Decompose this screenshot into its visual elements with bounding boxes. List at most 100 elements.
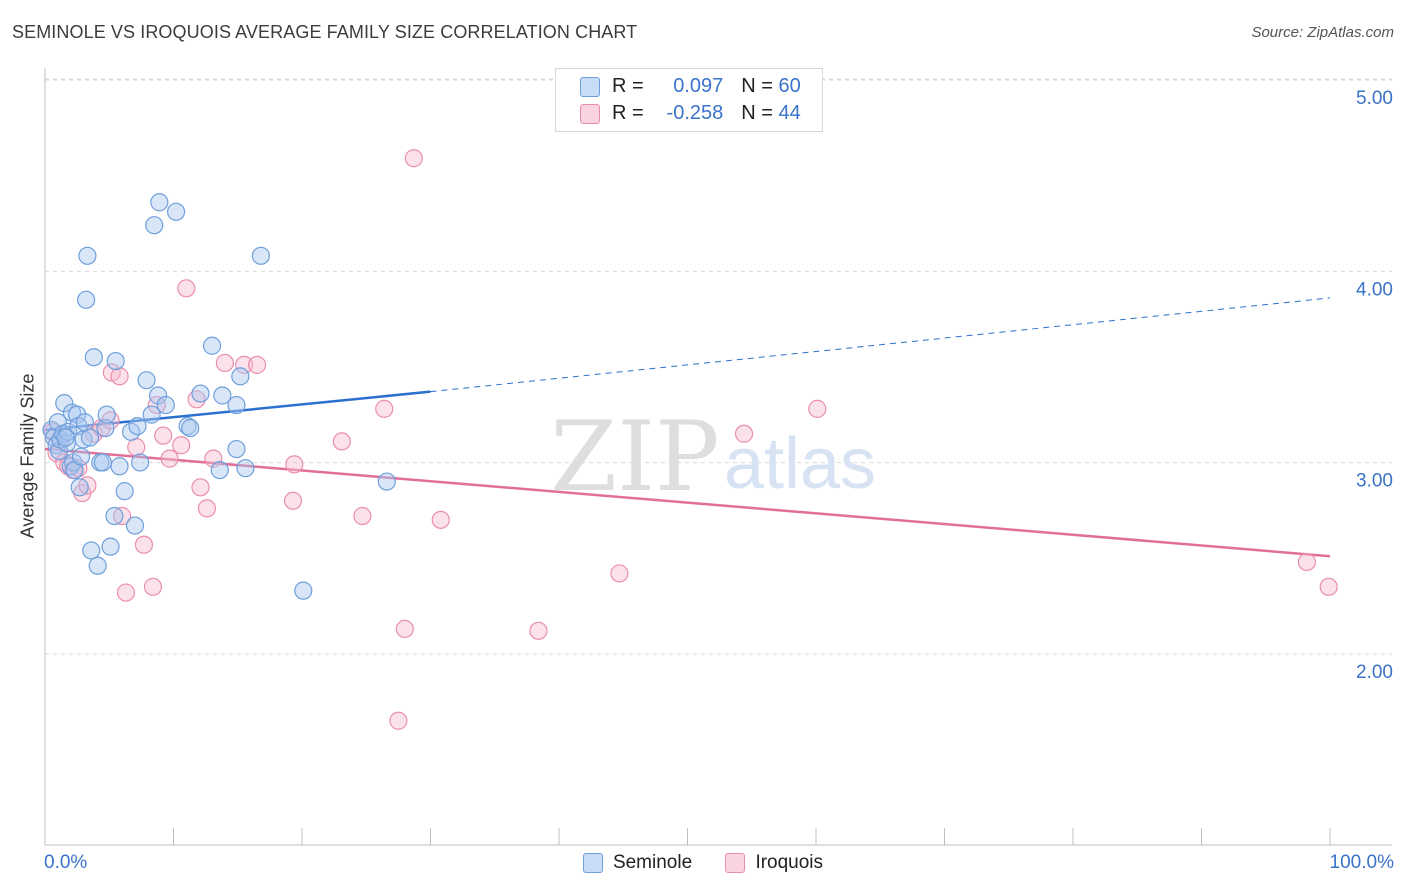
seminole-point bbox=[231, 367, 250, 386]
x-tick-label-min: 0.0% bbox=[44, 852, 88, 873]
seminole-point bbox=[191, 384, 210, 403]
seminole-point bbox=[148, 386, 168, 405]
iroquois-point bbox=[404, 149, 423, 168]
iroquois-point bbox=[1319, 577, 1338, 596]
iroquois-legend-label: Iroquois bbox=[755, 852, 824, 873]
seminole-point bbox=[150, 193, 169, 212]
seminole-point bbox=[82, 541, 101, 560]
seminole-point bbox=[202, 336, 222, 355]
seminole-point bbox=[181, 418, 200, 438]
iroquois-point bbox=[172, 436, 191, 455]
seminole-point bbox=[78, 246, 97, 265]
legend-row-seminole: R = 0.097 N = 60 bbox=[580, 75, 801, 99]
iroquois-point bbox=[215, 353, 234, 373]
seminole-point bbox=[88, 556, 107, 575]
n-label: N = bbox=[741, 75, 773, 97]
iroquois-point bbox=[204, 449, 223, 468]
watermark-atlas: atlas bbox=[724, 424, 876, 504]
seminole-point bbox=[166, 202, 186, 221]
seminole-point bbox=[97, 405, 116, 424]
seminole-point bbox=[110, 457, 129, 476]
seminole-swatch bbox=[580, 76, 600, 97]
seminole-point bbox=[227, 395, 246, 415]
seminole-point bbox=[71, 447, 91, 466]
seminole-n-value: 60 bbox=[778, 75, 801, 97]
axes bbox=[44, 68, 1392, 846]
iroquois-point bbox=[134, 535, 154, 554]
seminole-point bbox=[213, 386, 232, 405]
iroquois-point bbox=[247, 355, 267, 374]
iroquois-point bbox=[154, 426, 173, 445]
seminole-point bbox=[128, 416, 147, 436]
seminole-legend-label: Seminole bbox=[612, 852, 693, 873]
correlation-legend: R = 0.097 N = 60 R = -0.258 N = 44 bbox=[555, 68, 823, 132]
seminole-point bbox=[55, 394, 74, 413]
seminole-point bbox=[56, 428, 75, 447]
iroquois-n-value: 44 bbox=[778, 102, 801, 124]
seminole-point bbox=[142, 405, 161, 424]
iroquois-r-value: -0.258 bbox=[666, 102, 724, 124]
seminole-point bbox=[130, 453, 150, 472]
iroquois-point bbox=[160, 449, 179, 468]
seminole-point bbox=[75, 413, 94, 432]
y-tick-label: 5.00 bbox=[1356, 88, 1393, 109]
iroquois-legend-swatch bbox=[725, 852, 746, 873]
seminole-point bbox=[210, 461, 229, 480]
series-legend-iroquois[interactable]: Iroquois bbox=[725, 852, 823, 874]
seminole-point bbox=[93, 453, 112, 472]
seminole-point bbox=[106, 351, 125, 371]
iroquois-point bbox=[127, 438, 146, 457]
seminole-point bbox=[96, 418, 115, 438]
iroquois-point bbox=[285, 455, 304, 474]
seminole-point bbox=[84, 348, 103, 367]
iroquois-point bbox=[235, 355, 254, 374]
seminole-trend-extension bbox=[430, 297, 1331, 393]
series-legend: Seminole Iroquois bbox=[0, 852, 1406, 874]
seminole-point bbox=[294, 581, 313, 600]
seminole-point bbox=[377, 472, 396, 491]
y-axis-label: Average Family Size bbox=[17, 373, 38, 539]
iroquois-swatch bbox=[580, 103, 600, 124]
chart-title: SEMINOLE VS IROQUOIS AVERAGE FAMILY SIZE… bbox=[12, 22, 638, 42]
seminole-point bbox=[145, 216, 164, 235]
iroquois-point bbox=[177, 279, 196, 298]
source-credit: Source: ZipAtlas.com bbox=[1251, 24, 1394, 41]
iroquois-point bbox=[610, 564, 629, 583]
seminole-point bbox=[178, 416, 197, 436]
seminole-point bbox=[80, 428, 100, 447]
x-tick-label-max: 100.0% bbox=[1329, 852, 1394, 873]
iroquois-trend-line bbox=[44, 447, 1331, 558]
seminole-legend-swatch bbox=[582, 852, 603, 873]
y-tick-label: 2.00 bbox=[1356, 662, 1393, 683]
seminole-point bbox=[125, 516, 145, 535]
n-label: N = bbox=[741, 102, 773, 124]
iroquois-point bbox=[353, 506, 372, 526]
iroquois-point bbox=[395, 619, 414, 639]
iroquois-point bbox=[112, 506, 132, 526]
seminole-point bbox=[137, 371, 156, 390]
r-label: R = bbox=[612, 75, 644, 97]
series-legend-seminole[interactable]: Seminole bbox=[582, 852, 693, 874]
iroquois-point bbox=[110, 367, 129, 386]
iroquois-point bbox=[332, 432, 351, 451]
seminole-point bbox=[251, 246, 270, 265]
iroquois-point bbox=[431, 510, 450, 529]
legend-row-iroquois: R = -0.258 N = 44 bbox=[580, 102, 801, 126]
watermark-zip: ZIP bbox=[550, 401, 719, 513]
seminole-point bbox=[101, 537, 120, 556]
seminole-point bbox=[77, 290, 96, 309]
seminole-point bbox=[70, 478, 89, 497]
seminole-point bbox=[115, 482, 134, 501]
iroquois-point bbox=[389, 711, 408, 730]
seminole-r-value: 0.097 bbox=[673, 75, 724, 97]
iroquois-point bbox=[734, 424, 754, 443]
iroquois-point bbox=[375, 399, 394, 418]
seminole-point bbox=[236, 459, 255, 478]
r-label: R = bbox=[612, 102, 644, 124]
iroquois-point bbox=[197, 499, 217, 518]
seminole-point bbox=[156, 395, 175, 415]
seminole-point bbox=[68, 405, 87, 424]
y-tick-labels: 2.00 3.00 4.00 5.00 bbox=[1356, 88, 1393, 683]
iroquois-point bbox=[808, 399, 827, 418]
